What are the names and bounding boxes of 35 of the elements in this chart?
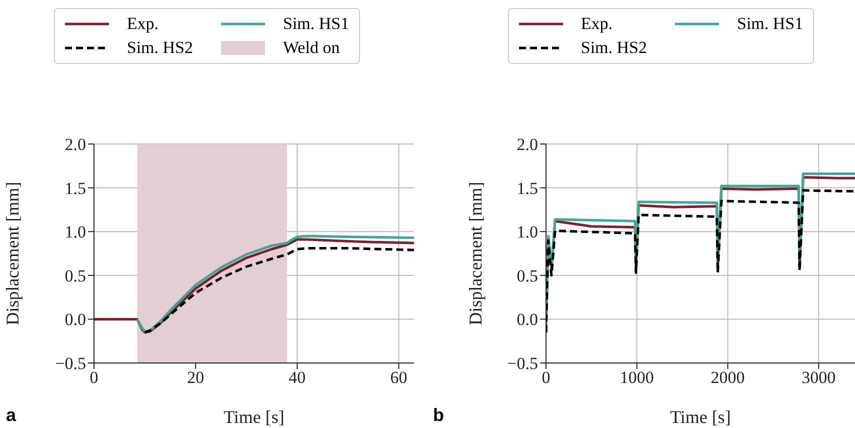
- y-tick-label: 1.5: [516, 178, 538, 198]
- y-tick-label: 2.0: [516, 135, 538, 154]
- legend-label: Sim. HS2: [126, 38, 193, 58]
- y-tick-label: 0.0: [64, 310, 86, 330]
- text: b: [433, 405, 444, 426]
- x-tick-label: 2000: [710, 368, 745, 388]
- x-axis-title: Time [s]: [670, 407, 731, 427]
- y-tick-label: −0.5: [507, 354, 538, 374]
- text: a: [6, 405, 16, 426]
- x-tick-label: 20: [187, 368, 204, 388]
- y-tick-label: 1.0: [64, 222, 86, 242]
- x-axis-title: Time [s]: [224, 407, 284, 427]
- x-tick-label: 40: [288, 368, 306, 388]
- legend-label: Sim. HS1: [283, 14, 350, 34]
- y-axis-title: Displacement [mm]: [465, 182, 486, 326]
- x-tick-label: 3000: [802, 368, 836, 388]
- y-axis-title: Displacement [mm]: [2, 182, 22, 326]
- y-tick-label: 1.0: [516, 222, 538, 242]
- x-tick-label: 0: [542, 368, 550, 388]
- line-series: [136, 234, 414, 333]
- legend-label: Weld on: [283, 38, 340, 58]
- y-tick-label: 1.5: [64, 178, 86, 198]
- line-series: [144, 246, 414, 334]
- x-tick-label: 0: [90, 368, 98, 388]
- y-tick-label: 2.0: [64, 135, 86, 154]
- legend-label: Sim. HS1: [737, 14, 804, 34]
- legend-label: Sim. HS2: [580, 38, 647, 58]
- y-tick-label: 0.0: [516, 310, 538, 330]
- y-tick-label: 0.5: [64, 266, 86, 286]
- x-tick-label: 60: [390, 368, 408, 388]
- y-tick-label: −0.5: [55, 354, 86, 374]
- x-tick-label: 1000: [620, 368, 654, 388]
- legend-label: Exp.: [126, 14, 158, 34]
- y-tick-label: 0.5: [516, 266, 538, 286]
- legend-label: Exp.: [580, 14, 612, 34]
